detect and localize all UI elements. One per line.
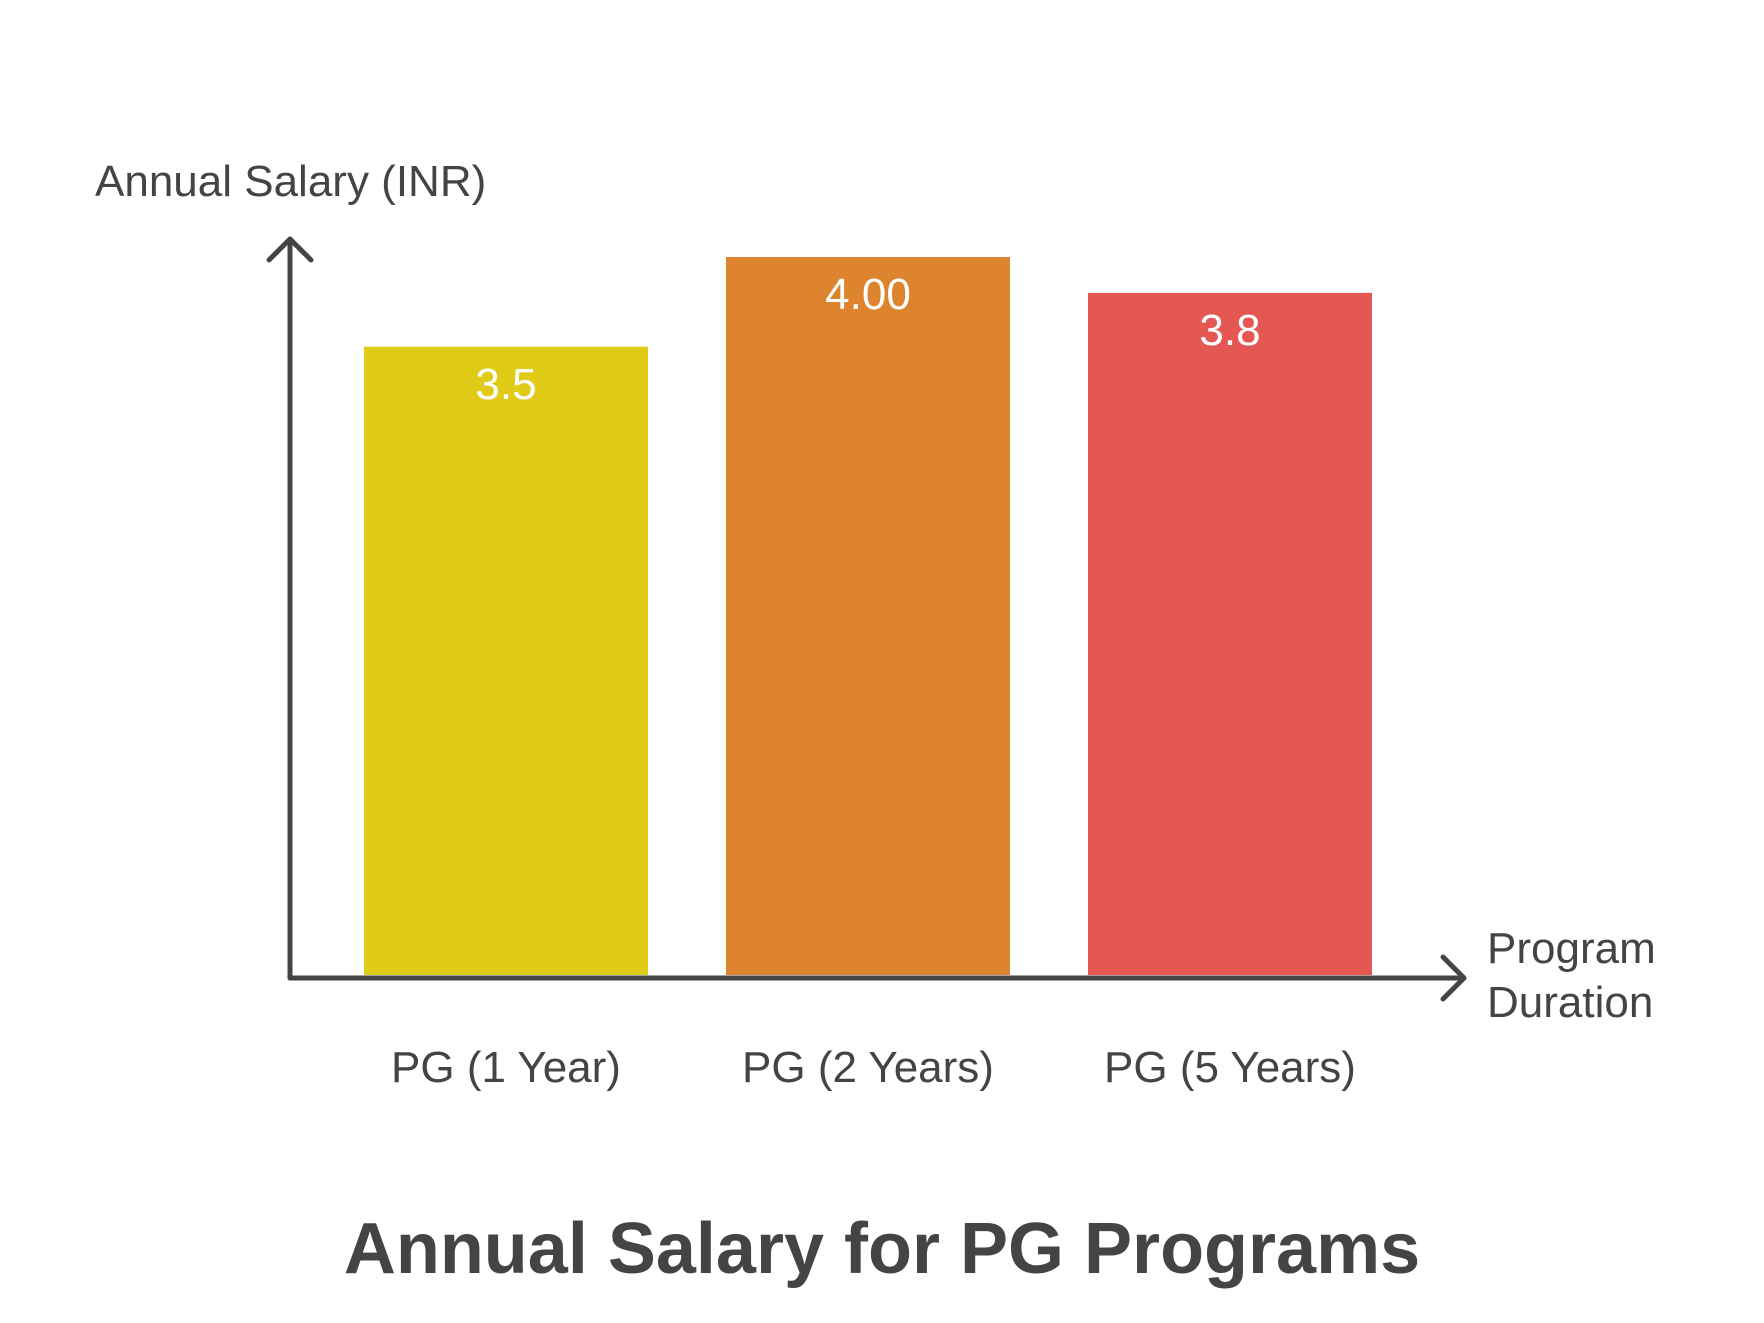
bar-2 <box>726 257 1010 975</box>
y-axis-title: Annual Salary (INR) <box>95 157 486 206</box>
x-tick-label-2: PG (2 Years) <box>742 1043 994 1092</box>
bar-1 <box>364 346 648 975</box>
bar-3 <box>1088 292 1372 975</box>
y-axis-arrowhead <box>266 236 314 263</box>
bars-group: 3.5 4.00 3.8 <box>364 257 1372 975</box>
x-tick-label-1: PG (1 Year) <box>391 1043 621 1092</box>
x-axis-title-line-1: Program <box>1487 924 1656 973</box>
bar-value-label-1: 3.5 <box>475 360 536 409</box>
x-axis-title-line-2: Duration <box>1487 978 1653 1027</box>
bar-value-label-2: 4.00 <box>825 270 911 319</box>
x-axis-title: Program Duration <box>1487 924 1668 1027</box>
bar-value-label-3: 3.8 <box>1199 306 1260 355</box>
x-axis-arrowhead <box>1440 954 1467 1002</box>
chart-title: Annual Salary for PG Programs <box>344 1209 1420 1289</box>
x-tick-labels: PG (1 Year) PG (2 Years) PG (5 Years) <box>391 1043 1356 1092</box>
x-tick-label-3: PG (5 Years) <box>1104 1043 1356 1092</box>
